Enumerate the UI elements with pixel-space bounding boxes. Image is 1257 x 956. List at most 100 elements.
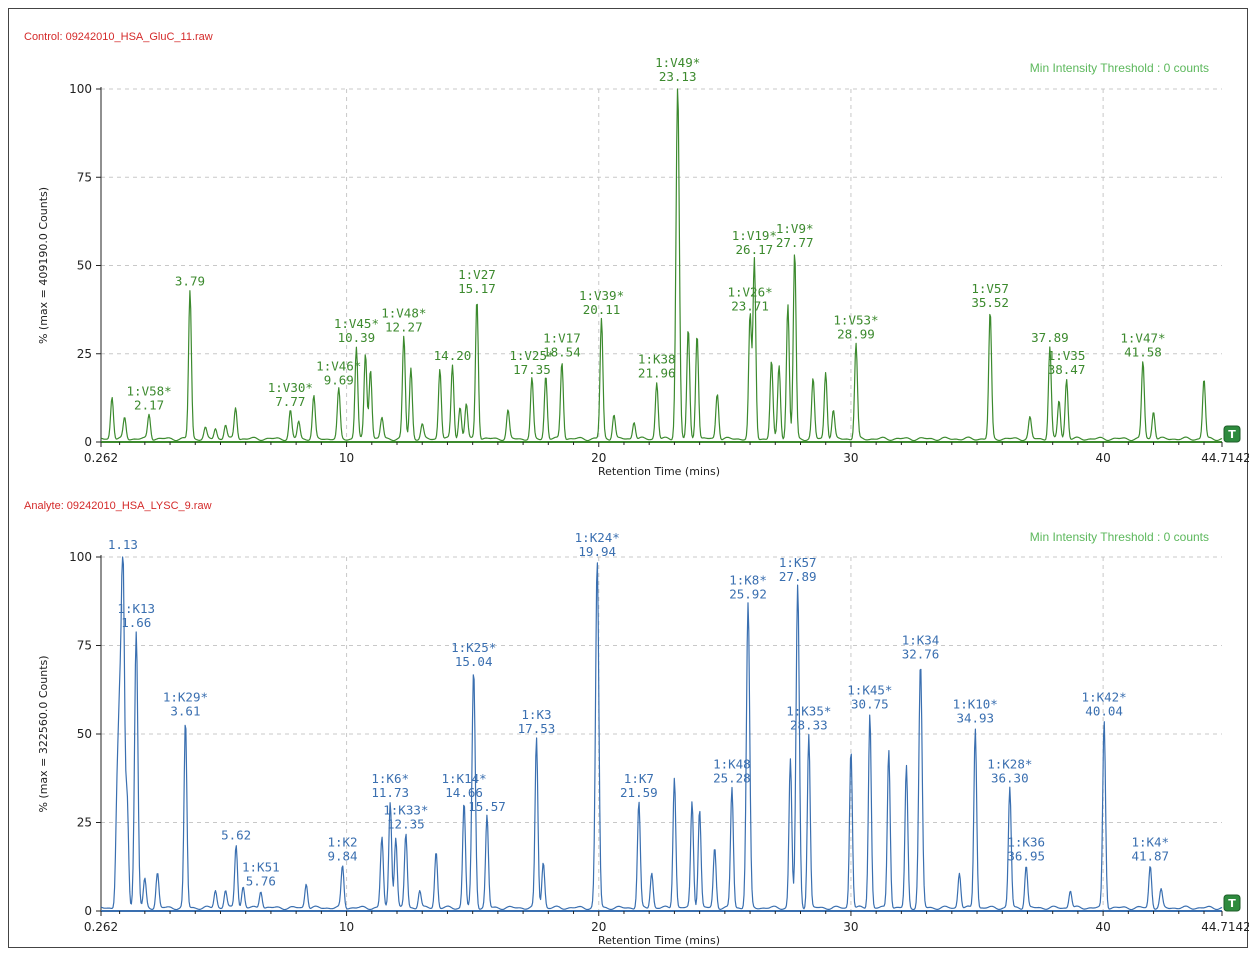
chart-title: Control: 09242010_HSA_GluC_11.raw — [24, 31, 213, 43]
peak-label: 1:K51 — [242, 859, 280, 874]
peak-label: 1:K57 — [779, 555, 817, 570]
x-tick-label: 10 — [339, 451, 354, 465]
trace-end-marker-label: T — [1228, 428, 1236, 441]
peak-label: 1:K35* — [786, 704, 831, 719]
peak-annotation: 1:V48*12.27 — [381, 306, 426, 335]
x-tick-label: 0.262 — [84, 451, 118, 465]
peak-label: 1:V53* — [833, 313, 878, 328]
peak-annotation: 1:V19*26.17 — [732, 228, 777, 257]
peak-annotation: 1:V25*17.35 — [509, 348, 554, 377]
peak-retention-time: 26.17 — [736, 242, 774, 257]
peak-annotation: 1:K42*40.04 — [1082, 689, 1127, 718]
peak-annotation: 1:V26*23.71 — [727, 284, 772, 313]
peak-annotation: 1:V58*2.17 — [127, 383, 172, 412]
x-axis-label: Retention Time (mins) — [598, 934, 720, 947]
peak-annotation: 1:K45*30.75 — [847, 682, 892, 711]
y-tick-label: 25 — [77, 816, 92, 830]
peak-retention-time: 23.71 — [731, 298, 769, 313]
peak-annotation: 1:V45*10.39 — [334, 316, 379, 345]
peak-annotation: 1:K4*41.87 — [1131, 835, 1169, 864]
peak-label: 1:V58* — [127, 383, 172, 398]
peak-retention-time: 21.96 — [638, 366, 676, 381]
peak-label: 1:K36 — [1007, 835, 1045, 850]
peak-retention-time: 11.73 — [371, 785, 409, 800]
x-tick-label: 44.7142 — [1201, 920, 1249, 934]
peak-annotation: 3.79 — [175, 274, 205, 289]
peak-retention-time: 38.47 — [1048, 362, 1086, 377]
y-axis-label: % (max = 409190.0 Counts) — [37, 187, 50, 344]
peak-retention-time: 36.30 — [991, 771, 1029, 786]
trace-end-marker — [1223, 894, 1241, 912]
peak-label: 1:V25* — [509, 348, 554, 363]
peak-retention-time: 7.77 — [275, 394, 305, 409]
x-tick-label: 10 — [339, 920, 354, 934]
peak-retention-time: 37.89 — [1031, 330, 1069, 345]
peak-retention-time: 23.13 — [659, 69, 697, 84]
x-tick-label: 30 — [843, 920, 858, 934]
peak-annotation: 37.89 — [1031, 330, 1069, 345]
chromatogram-trace — [100, 556, 1223, 911]
peak-label: 1:V30* — [268, 380, 313, 395]
peak-annotation: 15.57 — [468, 799, 506, 814]
peak-label: 1:K10* — [953, 696, 998, 711]
peak-retention-time: 2.17 — [134, 397, 164, 412]
trace-end-marker-label: T — [1228, 897, 1236, 910]
peak-retention-time: 17.35 — [513, 362, 551, 377]
peak-retention-time: 3.79 — [175, 274, 205, 289]
chromatogram-trace — [100, 88, 1223, 442]
peak-retention-time: 25.92 — [729, 587, 767, 602]
peak-annotation: 1:V47*41.58 — [1120, 330, 1165, 359]
peak-annotation: 1:K33*12.35 — [383, 803, 428, 832]
peak-label: 1:K3 — [521, 707, 551, 722]
peak-annotation: 1:V39*20.11 — [579, 288, 624, 317]
peak-retention-time: 40.04 — [1085, 703, 1123, 718]
peak-label: 1:K42* — [1082, 689, 1127, 704]
peak-label: 1:K8* — [729, 573, 767, 588]
peak-label: 1:V46* — [316, 359, 361, 374]
peak-retention-time: 41.58 — [1124, 344, 1162, 359]
peak-annotation: 14.20 — [434, 348, 472, 363]
peak-annotation: 5.62 — [221, 827, 251, 842]
y-axis-label: % (max = 322560.0 Counts) — [37, 655, 50, 812]
peak-retention-time: 18.54 — [543, 344, 581, 359]
peak-retention-time: 5.76 — [246, 873, 276, 888]
threshold-label: Min Intensity Threshold : 0 counts — [1030, 61, 1209, 75]
x-tick-label: 40 — [1095, 451, 1110, 465]
peak-retention-time: 15.17 — [458, 281, 496, 296]
peak-label: 1:V57 — [971, 281, 1009, 296]
peak-label: 1:V35 — [1048, 348, 1086, 363]
peak-annotation: 1:K14*14.66 — [442, 771, 487, 800]
peak-retention-time: 27.89 — [779, 569, 817, 584]
peak-retention-time: 28.33 — [790, 718, 828, 733]
peak-retention-time: 36.95 — [1007, 849, 1045, 864]
peak-annotation: 1:V49*23.13 — [655, 55, 700, 84]
x-tick-label: 20 — [591, 920, 606, 934]
peak-label: 1:K13 — [117, 601, 155, 616]
peak-annotation: 1:K28*36.30 — [987, 757, 1032, 786]
peak-retention-time: 1.13 — [108, 537, 138, 552]
peak-label: 1:V9* — [776, 221, 814, 236]
peak-retention-time: 30.75 — [851, 696, 889, 711]
x-tick-label: 30 — [843, 451, 858, 465]
peak-retention-time: 35.52 — [971, 295, 1009, 310]
peak-label: 1:K14* — [442, 771, 487, 786]
peak-retention-time: 21.59 — [620, 785, 658, 800]
trace-end-marker — [1223, 425, 1241, 443]
y-tick-label: 0 — [84, 904, 92, 918]
x-tick-label: 44.7142 — [1201, 451, 1249, 465]
peak-label: 1:K33* — [383, 803, 428, 818]
x-axis-label: Retention Time (mins) — [598, 465, 720, 478]
peak-annotation: 1:V9*27.77 — [776, 221, 814, 250]
peak-retention-time: 20.11 — [583, 302, 621, 317]
peak-label: 1:K28* — [987, 757, 1032, 772]
peak-annotation: 1:K8*25.92 — [729, 573, 767, 602]
peak-annotation: 1:K29.84 — [327, 835, 357, 864]
threshold-label: Min Intensity Threshold : 0 counts — [1030, 530, 1209, 544]
